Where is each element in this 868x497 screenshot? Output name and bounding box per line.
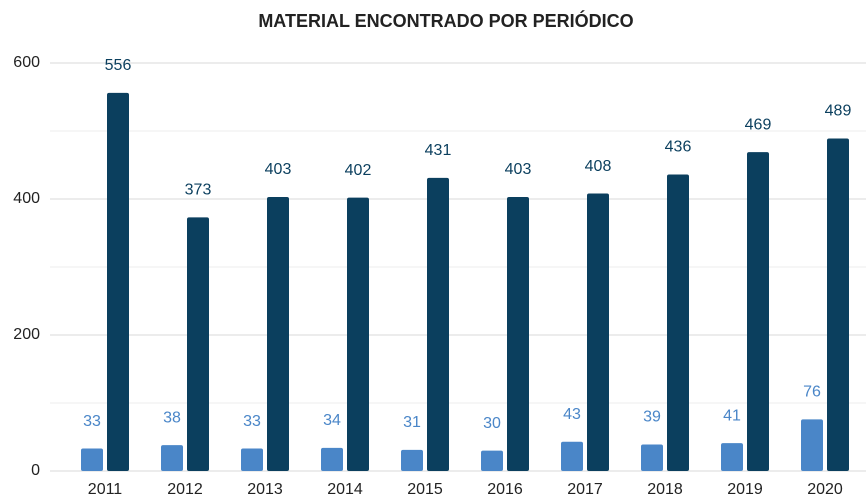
data-label: 31 xyxy=(403,414,421,431)
data-label: 33 xyxy=(243,413,261,430)
data-label: 39 xyxy=(643,409,661,426)
data-label: 30 xyxy=(483,415,501,432)
data-label: 34 xyxy=(323,412,341,429)
data-label: 38 xyxy=(163,409,181,426)
data-label: 43 xyxy=(563,406,581,423)
bar xyxy=(667,174,689,471)
y-tick-label: 600 xyxy=(13,54,40,71)
data-label: 41 xyxy=(723,407,741,424)
data-label: 402 xyxy=(345,162,372,179)
data-label: 373 xyxy=(185,182,212,199)
data-label: 436 xyxy=(665,139,692,156)
y-tick-label: 200 xyxy=(13,326,40,343)
bar xyxy=(721,443,743,471)
x-tick-label: 2014 xyxy=(327,481,363,497)
data-label: 431 xyxy=(425,142,452,159)
bar xyxy=(187,217,209,471)
data-label: 33 xyxy=(83,413,101,430)
x-tick-label: 2016 xyxy=(487,481,523,497)
x-tick-label: 2011 xyxy=(88,481,123,497)
bar xyxy=(401,449,423,471)
bar xyxy=(561,441,583,471)
x-tick-label: 2019 xyxy=(727,481,763,497)
bar xyxy=(347,197,369,471)
data-label: 408 xyxy=(585,158,612,175)
bar xyxy=(801,419,823,471)
x-tick-label: 2012 xyxy=(167,481,203,497)
x-tick-label: 2018 xyxy=(647,481,683,497)
bar xyxy=(587,193,609,471)
bar xyxy=(321,447,343,471)
data-label: 403 xyxy=(265,161,292,178)
bar xyxy=(267,196,289,471)
x-tick-label: 2015 xyxy=(407,481,443,497)
bar xyxy=(827,138,849,472)
bar xyxy=(747,152,769,471)
x-tick-label: 2013 xyxy=(247,481,283,497)
chart-title: MATERIAL ENCONTRADO POR PERIÓDICO xyxy=(258,10,633,31)
x-tick-label: 2017 xyxy=(567,481,603,497)
data-label: 489 xyxy=(825,103,852,120)
bar xyxy=(427,177,449,472)
bar xyxy=(161,445,183,471)
x-tick-label: 2020 xyxy=(807,481,843,497)
data-label: 469 xyxy=(745,116,772,133)
bar xyxy=(107,92,129,472)
data-label: 403 xyxy=(505,161,532,178)
bar xyxy=(507,196,529,471)
bar xyxy=(81,448,103,471)
y-tick-label: 400 xyxy=(13,190,40,207)
bar xyxy=(481,450,503,471)
bar xyxy=(241,448,263,471)
data-label: 76 xyxy=(803,384,821,401)
data-label: 556 xyxy=(105,57,132,74)
bar xyxy=(641,444,663,471)
y-tick-label: 0 xyxy=(31,462,40,479)
